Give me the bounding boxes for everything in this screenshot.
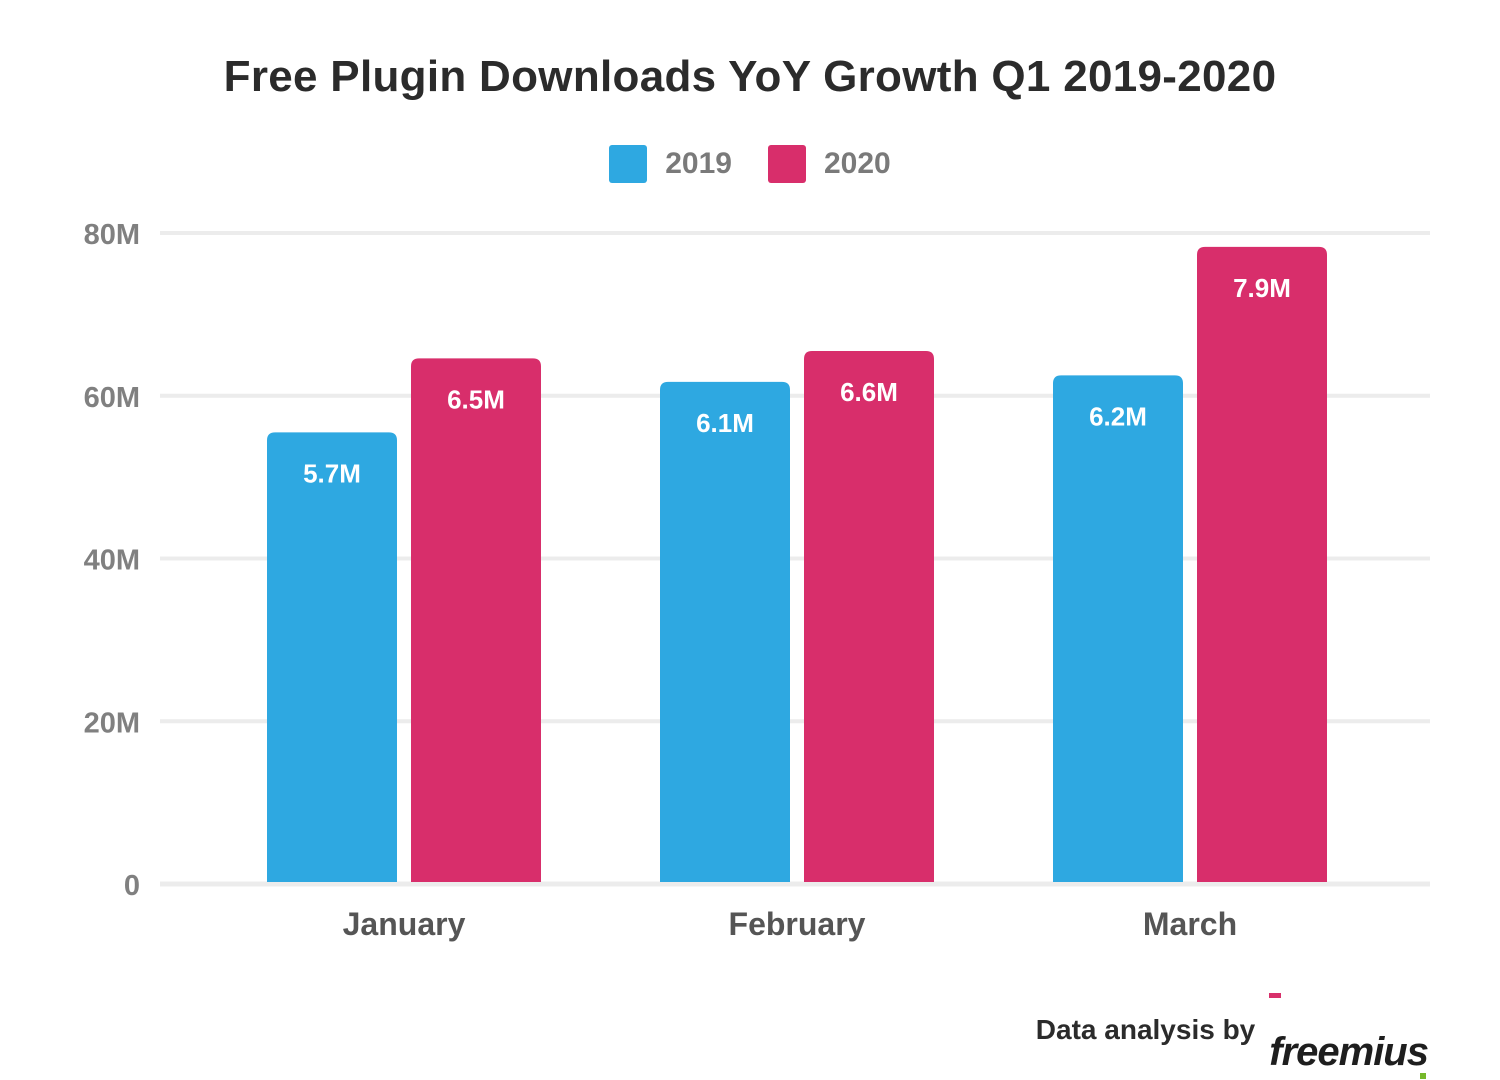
bar-value-label: 6.2M (1089, 401, 1147, 431)
legend-swatch-2020 (768, 145, 806, 183)
chart-legend: 2019 2020 (0, 145, 1500, 183)
bar-2020-january (411, 358, 541, 882)
bar-2019-march (1053, 375, 1183, 882)
legend-label-2019: 2019 (665, 147, 732, 180)
bar-2019-january (267, 432, 397, 882)
bar-value-label: 6.1M (696, 408, 754, 438)
y-tick-label: 60M (84, 382, 140, 414)
y-tick-label: 40M (84, 545, 140, 577)
footer-credit: Data analysis by freemius (1035, 985, 1440, 1079)
x-category-label: March (1143, 906, 1237, 942)
bar-value-label: 6.6M (840, 377, 898, 407)
logo-dot (1420, 1073, 1426, 1079)
bar-2020-march (1197, 246, 1327, 883)
x-category-label: January (343, 906, 466, 942)
y-tick-label: 20M (84, 707, 140, 739)
footer-text: Data analysis by (1035, 1014, 1256, 1045)
legend-label-2020: 2020 (824, 147, 891, 180)
legend-swatch-2019 (609, 145, 648, 183)
bar-2019-february (660, 381, 790, 882)
bar-2020-february (804, 350, 934, 882)
bar-value-label: 7.9M (1233, 273, 1291, 303)
logo-dash (1269, 993, 1282, 998)
chart-title: Free Plugin Downloads YoY Growth Q1 2019… (223, 52, 1277, 101)
y-tick-label: 0 (124, 870, 140, 902)
y-tick-label: 80M (84, 219, 140, 251)
legend-item-2019: 2019 (609, 145, 732, 183)
x-category-label: February (729, 906, 866, 942)
logo-text: freemius (1269, 1030, 1429, 1074)
freemius-logo: freemius (1269, 985, 1440, 1079)
bar-value-label: 5.7M (303, 458, 361, 488)
bar-value-label: 6.5M (447, 384, 505, 414)
legend-item-2020: 2020 (768, 145, 891, 183)
